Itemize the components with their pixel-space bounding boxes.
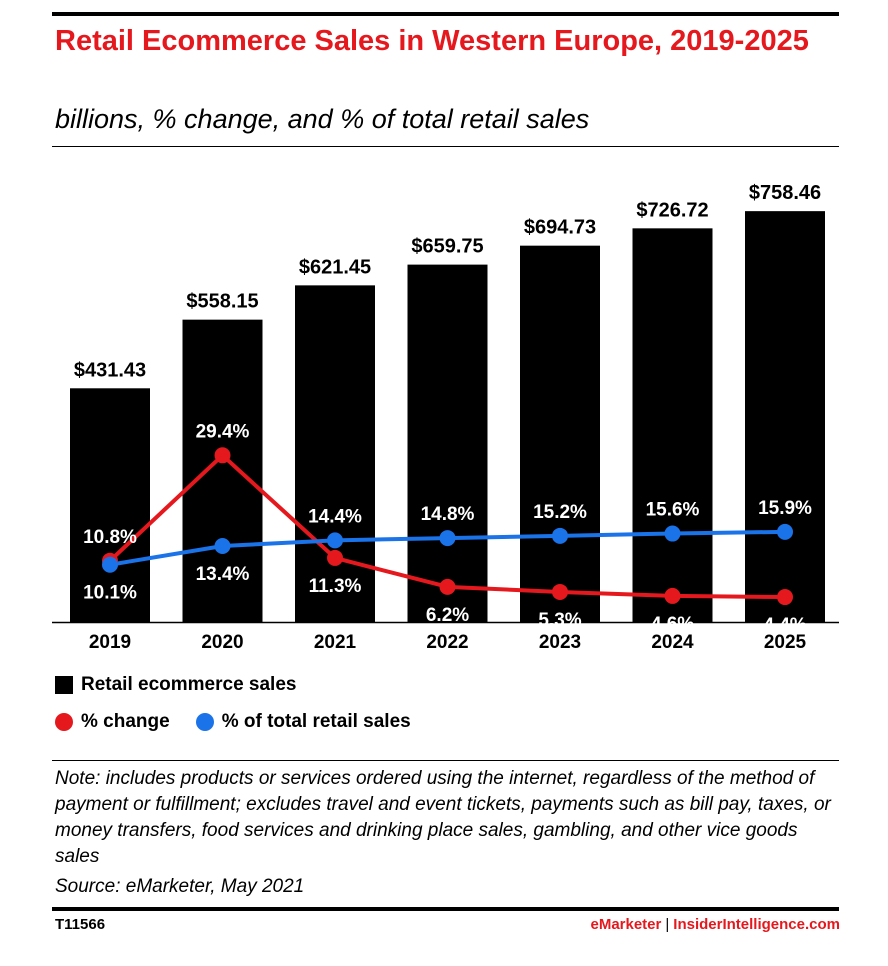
chart-canvas: $431.43 $558.15 $621.45 $659.75 $694.73 $726.… xyxy=(52,182,839,653)
legend-swatch-change xyxy=(55,713,73,731)
label-pct-change-2022: 6.2% xyxy=(426,605,469,626)
legend-label-change: % change xyxy=(81,711,170,732)
legend-item-share: % of total retail sales xyxy=(195,711,411,733)
note-rule xyxy=(52,760,839,761)
bar-value-label-2019: $431.43 xyxy=(74,359,146,381)
point-pct-change-2021 xyxy=(327,549,343,566)
x-tick-label-2019: 2019 xyxy=(89,632,131,653)
bar-2025 xyxy=(745,211,825,622)
legend-item-change: % change xyxy=(55,711,170,733)
bar-value-label-2024: $726.72 xyxy=(636,199,708,221)
bar-2019 xyxy=(70,388,150,622)
point-pct-change-2022 xyxy=(439,578,456,595)
point-pct-change-2024 xyxy=(664,587,681,604)
legend-label-bar: Retail ecommerce sales xyxy=(81,674,297,695)
bar-value-label-2025: $758.46 xyxy=(749,182,821,204)
point-pct-total-2025 xyxy=(777,523,793,540)
bar-2022 xyxy=(407,264,488,622)
bar-2021 xyxy=(295,285,375,622)
label-pct-change-2023: 5.3% xyxy=(538,610,581,631)
x-tick-label-2022: 2022 xyxy=(426,632,468,653)
label-pct-change-2020: 29.4% xyxy=(196,421,250,442)
label-pct-total-2019: 10.1% xyxy=(83,583,137,604)
brand-name: eMarketer xyxy=(590,916,662,933)
point-pct-total-2024 xyxy=(664,525,681,542)
label-pct-change-2025: 4.4% xyxy=(763,615,806,636)
label-pct-total-2022: 14.8% xyxy=(421,504,475,525)
point-pct-total-2023 xyxy=(552,527,568,544)
top-rule xyxy=(52,12,839,16)
legend-label-share: % of total retail sales xyxy=(221,711,411,732)
bar-value-label-2021: $621.45 xyxy=(299,256,371,278)
x-tick-label-2024: 2024 xyxy=(651,632,694,653)
bar-value-label-2020: $558.15 xyxy=(186,291,258,313)
point-pct-change-2023 xyxy=(552,583,568,600)
bar-value-label-2023: $694.73 xyxy=(524,217,596,239)
bottom-rule xyxy=(52,907,839,911)
chart-subtitle: billions, % change, and % of total retai… xyxy=(55,104,590,134)
label-pct-change-2024: 4.6% xyxy=(651,614,694,635)
label-pct-change-2021: 11.3% xyxy=(309,576,362,597)
point-pct-total-2020 xyxy=(214,538,231,555)
label-pct-total-2025: 15.9% xyxy=(758,498,812,519)
footer-brand: eMarketer | InsiderIntelligence.com xyxy=(590,916,840,933)
point-pct-change-2025 xyxy=(777,589,793,606)
x-tick-label-2021: 2021 xyxy=(314,632,357,653)
chart-source: Source: eMarketer, May 2021 xyxy=(55,876,305,897)
label-pct-total-2023: 15.2% xyxy=(533,502,587,523)
point-pct-total-2021 xyxy=(327,532,343,549)
legend-item-bar: Retail ecommerce sales xyxy=(55,674,296,696)
legend-row-2: % change % of total retail sales xyxy=(55,711,437,733)
brand-separator: | xyxy=(665,916,670,933)
bar-2020 xyxy=(182,319,263,622)
legend-swatch-share xyxy=(195,713,214,731)
chart-title: Retail Ecommerce Sales in Western Europe… xyxy=(55,25,809,57)
x-tick-label-2023: 2023 xyxy=(539,632,581,653)
x-tick-label-2025: 2025 xyxy=(764,632,807,653)
bar-value-label-2022: $659.75 xyxy=(411,236,483,258)
point-pct-total-2019 xyxy=(102,556,118,573)
point-pct-change-2020 xyxy=(214,447,231,464)
label-pct-change-2019: 10.8% xyxy=(83,527,137,548)
label-pct-total-2020: 13.4% xyxy=(196,564,250,585)
bar-2023 xyxy=(520,245,600,622)
brand-site[interactable]: InsiderIntelligence.com xyxy=(673,916,840,933)
chart-id: T11566 xyxy=(55,916,106,933)
subtitle-rule xyxy=(52,146,839,147)
x-tick-label-2020: 2020 xyxy=(201,632,243,653)
label-pct-total-2024: 15.6% xyxy=(646,500,700,521)
legend-swatch-bar xyxy=(55,676,73,694)
bar-2024 xyxy=(632,228,713,623)
label-pct-total-2021: 14.4% xyxy=(308,506,362,527)
chart-note: Note: includes products or services orde… xyxy=(55,768,831,867)
point-pct-total-2022 xyxy=(439,530,456,547)
legend-row-1: Retail ecommerce sales xyxy=(55,674,322,696)
